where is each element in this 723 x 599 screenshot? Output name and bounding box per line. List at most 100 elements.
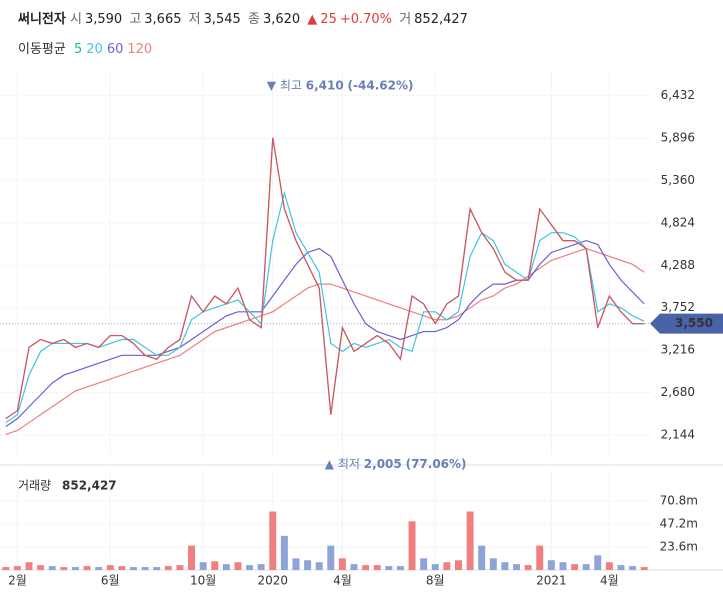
annotation-part: ▼ — [267, 78, 277, 92]
volume-bar — [373, 565, 381, 570]
annotation: ▼ 최고 6,410 (-44.62%) — [267, 78, 414, 92]
annotation-part: 최고 — [280, 78, 302, 92]
current-label: 3,550 — [675, 316, 713, 330]
volume-bar — [25, 562, 33, 570]
volume-bar — [2, 567, 10, 570]
y-tick-label: 47.2m — [660, 516, 698, 530]
volume-bar — [164, 566, 172, 570]
volume-bar — [350, 564, 358, 570]
volume-bar — [501, 562, 509, 570]
value: 3,590 — [84, 12, 123, 27]
volume-bar — [594, 555, 602, 570]
volume-bar — [362, 565, 370, 570]
volume-bar — [153, 567, 161, 570]
volume-bar — [246, 565, 254, 570]
volume-bar — [83, 566, 91, 570]
annotation-part: ▲ — [325, 456, 335, 470]
volume-bar — [640, 567, 648, 570]
volume-bar — [234, 562, 242, 570]
volume-bar — [211, 561, 219, 570]
volume-bar — [547, 560, 555, 570]
volume-bar — [269, 511, 277, 570]
volume-bar — [559, 562, 567, 570]
volume-bar — [222, 564, 230, 570]
ma-line — [5, 239, 645, 428]
volume-bar — [315, 562, 323, 570]
stock-name: 써니전자 — [18, 12, 66, 27]
value: 3,620 — [262, 12, 301, 27]
y-tick-label: 2,144 — [661, 427, 695, 441]
volume-bar — [106, 565, 114, 570]
legend-entry: 120 — [127, 42, 153, 57]
x-tick-label: 2월 — [8, 574, 27, 588]
x-tick-label: 10월 — [190, 574, 216, 588]
y-tick-label: 6,432 — [661, 88, 695, 102]
volume-bar — [513, 564, 520, 570]
x-tick-label: 4월 — [333, 574, 352, 588]
arrow: ▲ — [307, 12, 318, 27]
annotation-part: 6,410 — [306, 78, 344, 92]
y-tick-label: 5,896 — [661, 131, 695, 145]
volume-bar — [71, 567, 79, 570]
volume-bar — [304, 560, 312, 570]
y-tick-label: 3,752 — [661, 300, 695, 314]
y-tick-label: 5,360 — [661, 173, 695, 187]
volume-bar — [420, 558, 428, 570]
volume-bar — [455, 560, 462, 570]
volume-bar — [37, 565, 45, 570]
volume-bar — [605, 562, 613, 570]
volume-bar — [629, 566, 637, 570]
volume-bar — [571, 564, 579, 570]
annotation-part: 최저 — [338, 456, 360, 470]
volume-bar — [431, 564, 439, 570]
y-tick-label: 4,824 — [661, 215, 695, 229]
volume-bar — [536, 545, 544, 570]
volume-bar — [327, 545, 335, 570]
volume-bar — [95, 567, 103, 570]
volume-bar — [188, 545, 195, 570]
volume-bar — [60, 567, 68, 570]
volume-bar — [489, 558, 497, 570]
value: 852,427 — [414, 12, 468, 27]
legend-entry: 20 — [86, 42, 103, 57]
y-tick-label: 2,680 — [661, 385, 695, 399]
volume-bar — [118, 566, 126, 570]
volume-bar — [524, 565, 532, 570]
annotation-part: 2,005 — [364, 456, 402, 470]
ma-line — [5, 190, 645, 424]
volume-bar — [280, 535, 288, 570]
volume-bar — [141, 567, 149, 570]
x-tick-label: 2020 — [257, 574, 288, 588]
legend-entry: 5 — [73, 42, 83, 57]
y-tick-label: 3,216 — [661, 343, 695, 357]
volume-bar — [617, 565, 625, 570]
volume-bar — [176, 565, 184, 570]
volume-bar — [443, 562, 451, 570]
value: +0.70% — [339, 12, 393, 27]
ma-line — [5, 247, 645, 435]
value: 25 — [320, 12, 337, 27]
y-tick-label: 4,288 — [661, 258, 695, 272]
annotation-part: (77.06%) — [406, 456, 467, 470]
label: 시 — [69, 12, 82, 27]
annotation: ▲ 최저 2,005 (77.06%) — [325, 456, 467, 470]
label: 고 — [129, 12, 142, 27]
volume-bar — [396, 566, 404, 570]
annotation-part: (-44.62%) — [348, 78, 414, 92]
volume-bar — [48, 566, 56, 570]
current-box — [650, 313, 723, 334]
volume-bar — [199, 562, 207, 570]
legend-title: 이동평균 — [18, 42, 66, 57]
volume-bar — [130, 567, 137, 570]
label: 저 — [188, 12, 201, 27]
value: 3,665 — [144, 12, 182, 27]
label: 거 — [399, 12, 412, 27]
legend-entry: 60 — [106, 42, 124, 57]
value: 3,545 — [203, 12, 241, 27]
volume-bar — [466, 511, 474, 570]
x-tick-label: 2021 — [536, 574, 567, 588]
label: 종 — [247, 12, 260, 27]
volume-bar — [385, 566, 393, 570]
